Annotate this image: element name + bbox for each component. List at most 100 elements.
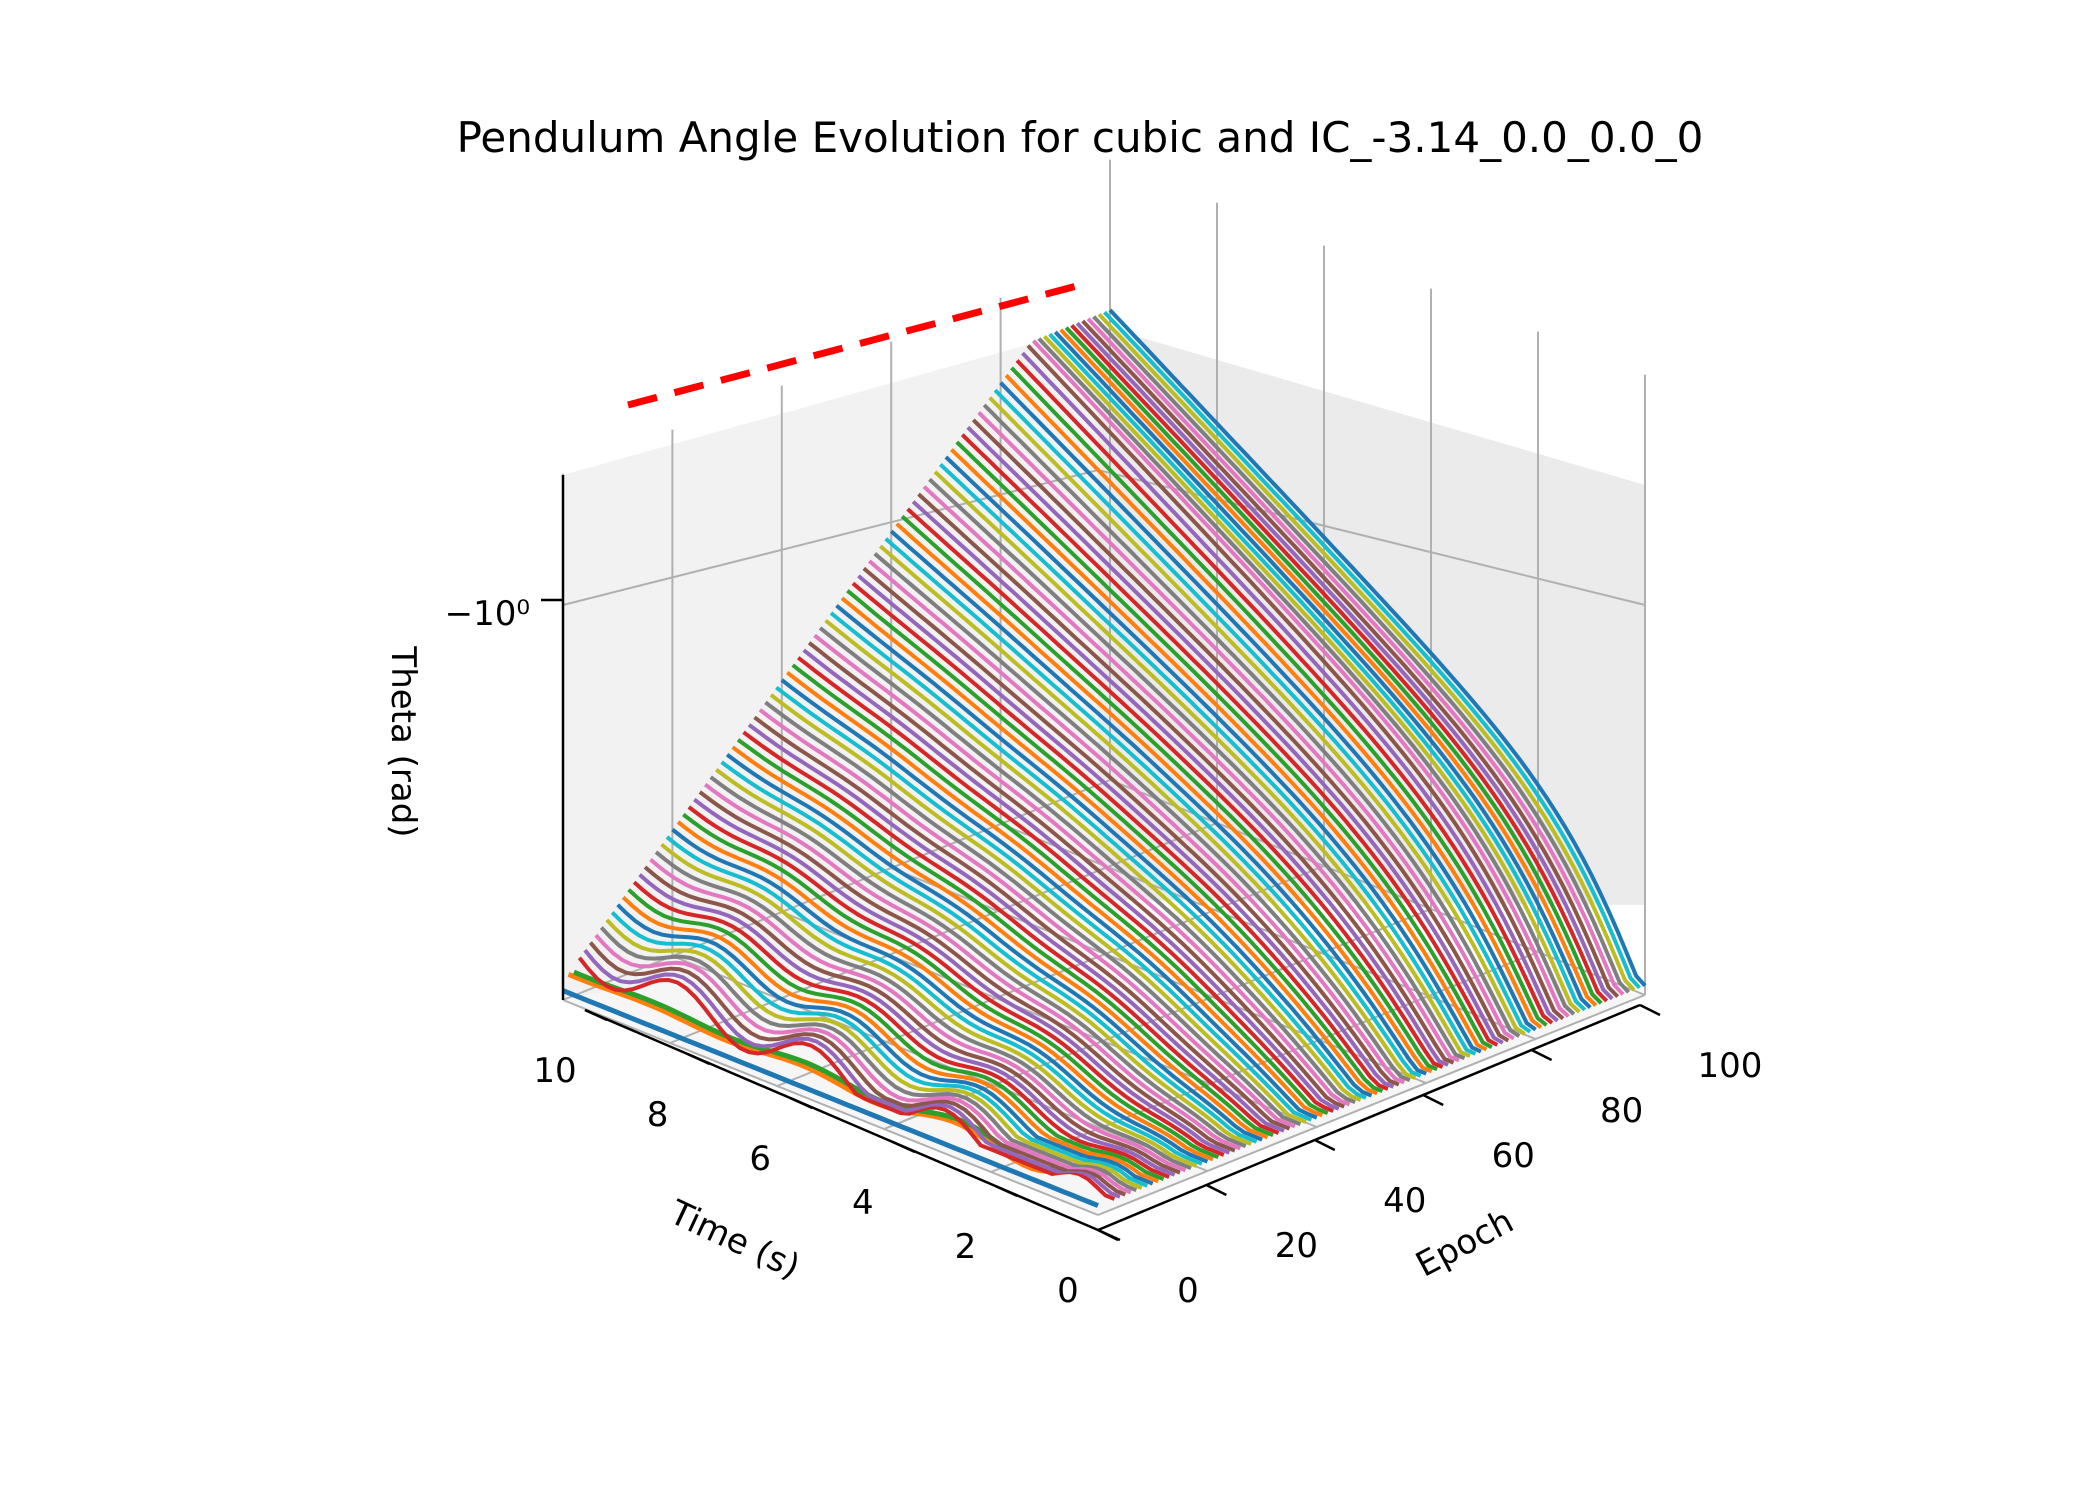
series-line	[884, 537, 1422, 1078]
series-line	[632, 880, 1170, 1179]
series-line	[758, 708, 1296, 1129]
series-line	[977, 410, 1515, 1041]
series-line	[895, 522, 1433, 1074]
series-line	[1097, 313, 1636, 992]
series-line	[588, 941, 1127, 1197]
x-tick-label: 4	[852, 1183, 874, 1223]
x-tick	[584, 1008, 608, 1022]
y-tick-label: 40	[1383, 1181, 1426, 1221]
series-line	[840, 596, 1378, 1096]
y-tick	[1639, 1003, 1661, 1017]
series-line	[1059, 328, 1598, 1007]
series-line	[851, 581, 1389, 1091]
series-line	[725, 753, 1263, 1142]
y-tick	[1531, 1048, 1553, 1062]
series-line	[835, 604, 1373, 1098]
series-line	[862, 566, 1400, 1087]
series-lines	[562, 308, 1647, 1208]
y-axis-line	[1097, 1003, 1641, 1232]
series-line	[649, 858, 1187, 1173]
time-floor-gridline	[1097, 994, 1646, 1216]
series-line	[1026, 344, 1565, 1021]
series-line	[780, 678, 1318, 1120]
z-tick-label: −10⁰	[445, 594, 530, 634]
series-line	[638, 873, 1176, 1177]
series-line	[1010, 366, 1548, 1027]
series-line	[671, 827, 1209, 1164]
y-tick-label: 100	[1698, 1046, 1763, 1086]
y-tick-label: 80	[1600, 1091, 1643, 1131]
series-line	[1070, 324, 1609, 1003]
series-line	[1015, 359, 1554, 1025]
chart-title: Pendulum Angle Evolution for cubic and I…	[457, 113, 1704, 162]
series-line	[878, 544, 1417, 1080]
series-line	[933, 470, 1471, 1058]
series-line	[1021, 351, 1559, 1023]
series-line	[747, 723, 1285, 1133]
series-line	[955, 440, 1493, 1049]
x-tick	[994, 1184, 1018, 1198]
series-line	[829, 611, 1367, 1100]
series-line	[682, 812, 1220, 1160]
series-line	[594, 933, 1132, 1195]
series-line	[665, 835, 1203, 1166]
series-line	[818, 626, 1356, 1105]
series-line	[577, 956, 1116, 1201]
series-line	[917, 492, 1455, 1065]
series-line	[654, 850, 1192, 1171]
series-line	[939, 462, 1477, 1056]
series-line	[643, 865, 1181, 1175]
series-line	[1103, 310, 1641, 990]
y-tick-label: 60	[1492, 1136, 1535, 1176]
series-line	[906, 507, 1444, 1069]
series-line	[703, 782, 1241, 1151]
x-tick-label: 6	[749, 1139, 771, 1179]
series-line	[824, 618, 1362, 1102]
series-line	[796, 656, 1334, 1113]
series-line	[802, 648, 1340, 1111]
series-line	[616, 903, 1154, 1186]
series-line	[583, 948, 1121, 1199]
series-line	[1048, 332, 1587, 1012]
series-line	[775, 685, 1313, 1122]
series-line	[846, 589, 1384, 1094]
series-line	[769, 693, 1307, 1124]
series-line	[610, 910, 1148, 1188]
series-line	[873, 552, 1411, 1083]
z-axis-label: Theta (rad)	[383, 645, 423, 837]
series-line	[807, 641, 1345, 1109]
y-tick-label: 0	[1177, 1271, 1199, 1311]
series-line	[660, 842, 1198, 1168]
series-line	[791, 663, 1329, 1116]
series-line	[731, 745, 1269, 1140]
series-line	[676, 820, 1214, 1162]
series-line	[988, 396, 1526, 1036]
series-line	[627, 888, 1165, 1182]
series-line	[889, 529, 1427, 1076]
series-line	[900, 514, 1438, 1072]
series-line	[928, 477, 1466, 1061]
series-line	[993, 388, 1532, 1034]
series-line	[693, 797, 1231, 1155]
series-line	[944, 455, 1482, 1054]
series-line	[764, 700, 1302, 1127]
series-line	[605, 918, 1143, 1190]
floor-pane	[563, 900, 1645, 1215]
series-line	[1075, 321, 1614, 1001]
series-line	[753, 715, 1291, 1131]
series-line	[1092, 315, 1631, 994]
series-line	[1108, 308, 1647, 987]
x-tick-label: 0	[1057, 1271, 1079, 1311]
series-line	[1081, 319, 1620, 998]
series-line	[621, 895, 1159, 1184]
series-line	[742, 730, 1280, 1135]
series-line	[922, 485, 1460, 1063]
y-tick	[1314, 1138, 1336, 1152]
series-line	[868, 559, 1406, 1085]
series-line	[1004, 373, 1543, 1029]
x-tick	[687, 1052, 711, 1066]
series-line	[786, 671, 1324, 1118]
series-line	[999, 381, 1537, 1032]
